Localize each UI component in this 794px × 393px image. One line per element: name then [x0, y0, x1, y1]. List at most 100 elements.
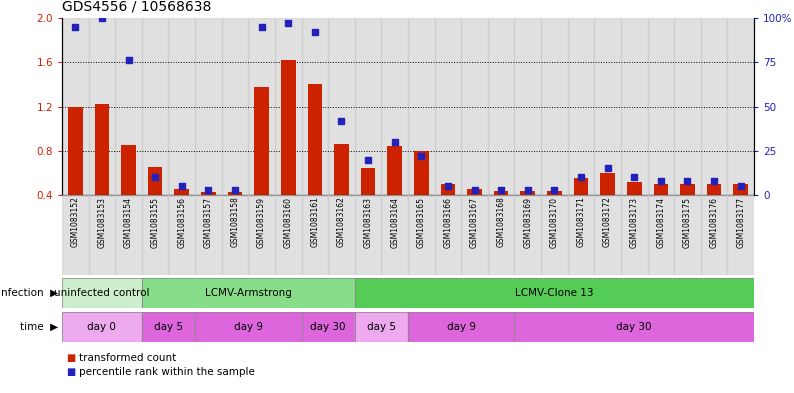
Bar: [461, 18, 488, 195]
Bar: [249, 195, 275, 275]
Point: [362, 156, 375, 163]
Bar: [674, 18, 701, 195]
Bar: [594, 195, 621, 275]
Bar: [168, 18, 195, 195]
Text: day 5: day 5: [154, 322, 183, 332]
Bar: [515, 195, 541, 275]
Bar: [541, 195, 568, 275]
Bar: [275, 18, 302, 195]
Bar: [62, 18, 89, 195]
Text: GSM1083166: GSM1083166: [443, 196, 453, 248]
Bar: [254, 86, 269, 195]
Bar: [275, 195, 302, 275]
Text: GSM1083162: GSM1083162: [337, 196, 346, 248]
Bar: [707, 184, 722, 195]
Point: [255, 24, 268, 30]
Bar: [89, 18, 115, 195]
Text: transformed count: transformed count: [79, 353, 177, 363]
Point: [229, 187, 241, 193]
Bar: [461, 195, 488, 275]
Bar: [434, 195, 461, 275]
Bar: [302, 18, 328, 195]
Bar: [360, 169, 376, 195]
Bar: [195, 312, 302, 342]
Text: GSM1083165: GSM1083165: [417, 196, 426, 248]
Text: LCMV-Clone 13: LCMV-Clone 13: [515, 288, 594, 298]
Point: [654, 178, 667, 184]
Bar: [334, 144, 349, 195]
Text: uninfected control: uninfected control: [54, 288, 150, 298]
Bar: [94, 104, 110, 195]
Text: GSM1083167: GSM1083167: [470, 196, 479, 248]
Text: day 9: day 9: [233, 322, 263, 332]
Bar: [387, 146, 402, 195]
Text: GSM1083163: GSM1083163: [364, 196, 372, 248]
Bar: [62, 312, 142, 342]
Bar: [249, 18, 275, 195]
Bar: [121, 145, 136, 195]
Bar: [302, 195, 328, 275]
Point: [95, 15, 108, 21]
Bar: [62, 195, 89, 275]
Point: [69, 24, 82, 30]
Point: [681, 178, 694, 184]
Text: GSM1083152: GSM1083152: [71, 196, 80, 248]
Bar: [414, 151, 429, 195]
Bar: [115, 18, 142, 195]
Bar: [408, 312, 515, 342]
Bar: [142, 312, 195, 342]
Bar: [648, 195, 674, 275]
Bar: [547, 191, 561, 195]
Text: GSM1083176: GSM1083176: [710, 196, 719, 248]
Point: [282, 20, 295, 26]
Point: [202, 187, 214, 193]
Text: GDS4556 / 10568638: GDS4556 / 10568638: [62, 0, 211, 14]
Point: [575, 174, 588, 180]
Bar: [653, 184, 669, 195]
Bar: [195, 18, 222, 195]
Text: GSM1083169: GSM1083169: [523, 196, 532, 248]
Bar: [148, 167, 163, 195]
Text: GSM1083161: GSM1083161: [310, 196, 319, 248]
Bar: [727, 195, 754, 275]
Text: GSM1083155: GSM1083155: [151, 196, 160, 248]
Bar: [627, 182, 642, 195]
Bar: [228, 192, 242, 195]
Bar: [494, 191, 508, 195]
Bar: [302, 312, 355, 342]
Point: [122, 57, 135, 64]
Point: [415, 153, 428, 159]
Point: [148, 174, 161, 180]
Bar: [355, 18, 381, 195]
Bar: [621, 195, 648, 275]
Text: day 5: day 5: [367, 322, 396, 332]
Text: ■: ■: [66, 367, 75, 377]
Bar: [674, 195, 701, 275]
Bar: [142, 278, 355, 308]
Text: GSM1083157: GSM1083157: [204, 196, 213, 248]
Text: day 0: day 0: [87, 322, 117, 332]
Bar: [142, 195, 168, 275]
Point: [495, 187, 507, 193]
Text: infection  ▶: infection ▶: [0, 288, 58, 298]
Bar: [488, 18, 515, 195]
Point: [628, 174, 641, 180]
Point: [175, 183, 188, 189]
Text: day 30: day 30: [616, 322, 652, 332]
Bar: [68, 107, 83, 195]
Text: GSM1083153: GSM1083153: [98, 196, 106, 248]
Bar: [408, 195, 434, 275]
Text: GSM1083174: GSM1083174: [657, 196, 665, 248]
Bar: [515, 312, 754, 342]
Bar: [648, 18, 674, 195]
Bar: [434, 18, 461, 195]
Bar: [62, 278, 142, 308]
Point: [707, 178, 720, 184]
Bar: [62, 312, 142, 342]
Bar: [600, 173, 615, 195]
Bar: [307, 84, 322, 195]
Point: [734, 183, 747, 189]
Bar: [381, 18, 408, 195]
Bar: [281, 60, 295, 195]
Text: GSM1083164: GSM1083164: [390, 196, 399, 248]
